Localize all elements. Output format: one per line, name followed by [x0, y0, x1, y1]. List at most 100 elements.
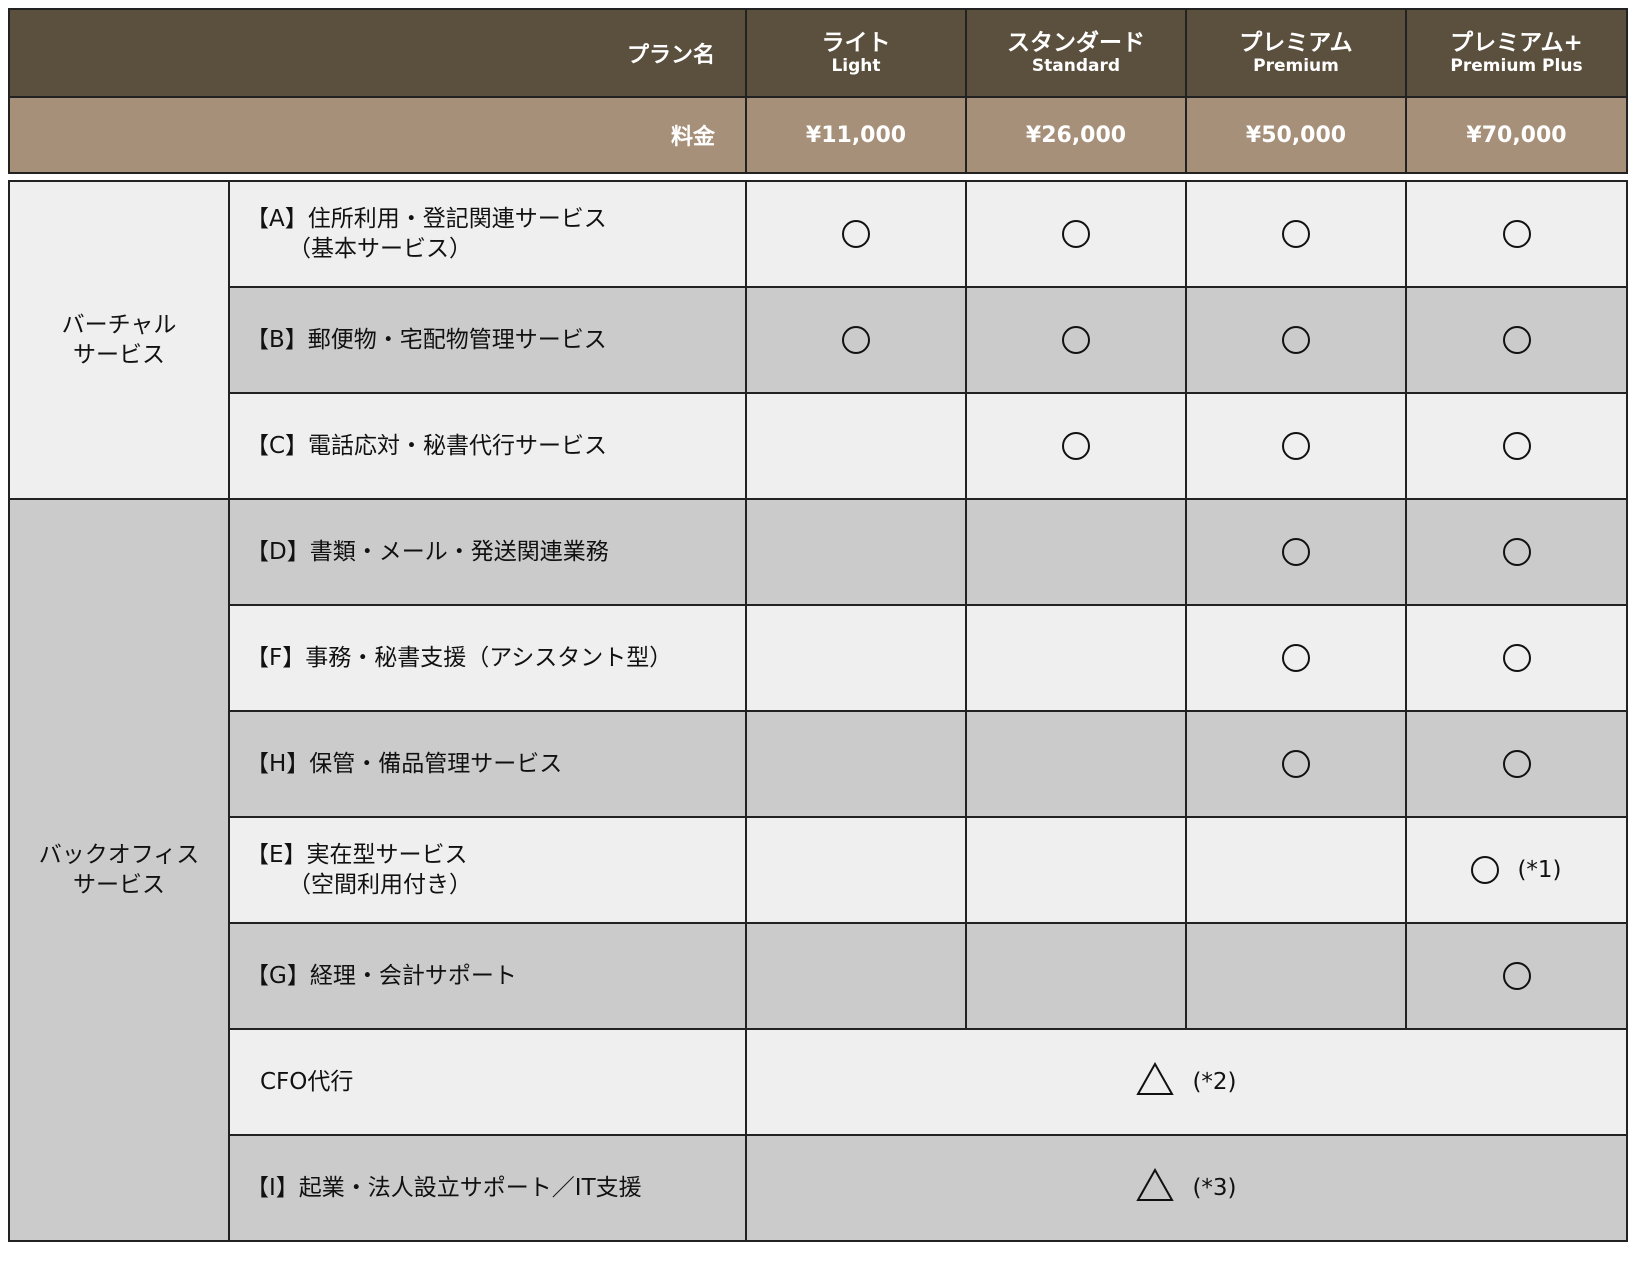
service-comparison-table: バーチャル サービス 【A】住所利用・登記関連サービス （基本サービス） 【B】郵便物・… — [8, 180, 1628, 1242]
all-plans-cell: (*3) — [745, 1134, 1628, 1242]
plan-name-ja: プレミアム — [1239, 30, 1353, 56]
service-name: 【I】起業・法人設立サポート／IT支援 — [246, 1175, 642, 1201]
fee-row: 料金 ¥11,000 ¥26,000 ¥50,000 ¥70,000 — [8, 96, 1628, 174]
plan-name-en: Premium — [1253, 56, 1339, 76]
service-name: 【A】住所利用・登記関連サービス — [246, 206, 607, 232]
price-premium: ¥50,000 — [1185, 96, 1407, 174]
plan-availability-cell — [965, 710, 1187, 818]
plan-availability-cell — [1405, 710, 1628, 818]
plan-availability-cell — [745, 816, 967, 924]
circle-icon — [842, 220, 870, 248]
service-name-cell: 【G】経理・会計サポート — [228, 922, 747, 1030]
service-name: 【E】実在型サービス — [246, 842, 468, 868]
plan-name-ja: スタンダード — [1007, 30, 1145, 56]
service-name: 【C】電話応対・秘書代行サービス — [246, 433, 608, 459]
plan-availability-cell — [1185, 180, 1407, 288]
triangle-icon — [1136, 1167, 1175, 1208]
service-name-cell: 【A】住所利用・登記関連サービス （基本サービス） — [228, 180, 747, 288]
plan-availability-cell — [1405, 498, 1628, 606]
plan-availability-cell — [965, 922, 1187, 1030]
plan-name-ja: プレミアム+ — [1450, 30, 1583, 56]
circle-icon — [1502, 326, 1531, 354]
plan-availability-cell — [745, 498, 967, 606]
circle-icon — [1062, 432, 1090, 460]
plan-availability-cell: (*1) — [1405, 816, 1628, 924]
category-cell: バーチャル サービス — [8, 180, 230, 500]
plan-header-table: プラン名 ライト Light スタンダード Standard プレミアム Premiu… — [8, 8, 1628, 174]
service-name: 【B】郵便物・宅配物管理サービス — [246, 327, 607, 353]
plan-availability-cell — [1185, 922, 1407, 1030]
circle-icon — [1062, 326, 1090, 354]
plan-name-label: プラン名 — [8, 8, 747, 98]
service-name-cell: 【C】電話応対・秘書代行サービス — [228, 392, 747, 500]
service-subtitle: （空間利用付き） — [288, 872, 472, 898]
service-name-cell: 【E】実在型サービス （空間利用付き） — [228, 816, 747, 924]
plan-availability-cell — [745, 922, 967, 1030]
plan-premium-plus: プレミアム+ Premium Plus — [1405, 8, 1628, 98]
circle-icon — [1502, 750, 1531, 778]
table-row: 【I】起業・法人設立サポート／IT支援 (*3) — [9, 1134, 1628, 1242]
plan-availability-cell — [745, 180, 967, 288]
plan-name-en: Light — [831, 56, 881, 76]
circle-icon — [1282, 326, 1310, 354]
circle-icon — [1502, 538, 1531, 566]
plan-availability-cell — [1185, 286, 1407, 394]
table-row: 【C】電話応対・秘書代行サービス — [9, 392, 1628, 500]
service-name: 【D】書類・メール・発送関連業務 — [246, 539, 609, 565]
service-name-cell: 【I】起業・法人設立サポート／IT支援 — [228, 1134, 747, 1242]
footnote-ref: (*2) — [1192, 1069, 1237, 1095]
price-premium-plus: ¥70,000 — [1405, 96, 1628, 174]
service-name: 【G】経理・会計サポート — [246, 963, 517, 989]
service-subtitle: （基本サービス） — [288, 236, 472, 262]
plan-availability-cell — [1185, 392, 1407, 500]
all-plans-cell: (*2) — [745, 1028, 1628, 1136]
plan-standard: スタンダード Standard — [965, 8, 1187, 98]
service-name-cell: 【H】保管・備品管理サービス — [228, 710, 747, 818]
circle-icon — [1502, 644, 1531, 672]
service-name: 【F】事務・秘書支援（アシスタント型） — [246, 645, 673, 671]
circle-icon — [1282, 538, 1310, 566]
service-name: CFO代行 — [260, 1069, 354, 1095]
circle-icon — [842, 326, 870, 354]
plan-availability-cell — [745, 286, 967, 394]
service-name-cell: 【B】郵便物・宅配物管理サービス — [228, 286, 747, 394]
plan-availability-cell — [965, 392, 1187, 500]
plan-availability-cell — [745, 710, 967, 818]
plan-name-ja: ライト — [821, 30, 891, 56]
footnote-ref: (*1) — [1517, 857, 1562, 883]
category-label: サービス — [73, 342, 165, 368]
circle-icon — [1282, 644, 1310, 672]
plan-light: ライト Light — [745, 8, 967, 98]
circle-icon — [1282, 432, 1310, 460]
plan-name-row: プラン名 ライト Light スタンダード Standard プレミアム Premiu… — [8, 8, 1628, 98]
table-row: 【E】実在型サービス （空間利用付き） (*1) — [9, 816, 1628, 924]
plan-availability-cell — [1185, 816, 1407, 924]
plan-name-en: Premium Plus — [1450, 56, 1583, 76]
plan-availability-cell — [745, 392, 967, 500]
plan-availability-cell — [965, 604, 1187, 712]
plan-availability-cell — [1405, 286, 1628, 394]
plan-availability-cell — [965, 816, 1187, 924]
price-standard: ¥26,000 — [965, 96, 1187, 174]
circle-icon — [1471, 856, 1500, 884]
plan-availability-cell — [965, 180, 1187, 288]
price-light: ¥11,000 — [745, 96, 967, 174]
circle-icon — [1062, 220, 1090, 248]
footnote-ref: (*3) — [1192, 1175, 1237, 1201]
service-name-cell: 【D】書類・メール・発送関連業務 — [228, 498, 747, 606]
category-label: バックオフィス — [38, 842, 200, 868]
table-row: バーチャル サービス 【A】住所利用・登記関連サービス （基本サービス） — [8, 180, 1628, 500]
plan-availability-cell — [1405, 922, 1628, 1030]
circle-icon — [1502, 432, 1531, 460]
table-row: CFO代行 (*2) — [9, 1028, 1628, 1136]
plan-availability-cell — [1405, 604, 1628, 712]
table-row: 【H】保管・備品管理サービス — [9, 710, 1628, 818]
plan-availability-cell — [1405, 392, 1628, 500]
table-row: 【B】郵便物・宅配物管理サービス — [9, 286, 1628, 394]
table-row: バックオフィス サービス 【D】書類・メール・発送関連業務 — [8, 498, 1628, 1242]
plan-availability-cell — [1185, 498, 1407, 606]
plan-name-en: Standard — [1031, 56, 1121, 76]
table-row: 【G】経理・会計サポート — [9, 922, 1628, 1030]
plan-availability-cell — [745, 604, 967, 712]
circle-icon — [1502, 962, 1531, 990]
